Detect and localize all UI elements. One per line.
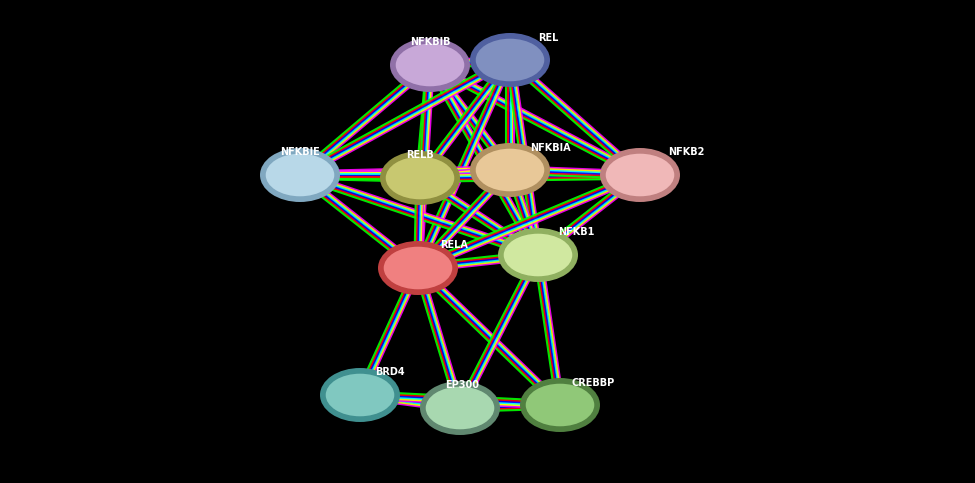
Ellipse shape [395,43,465,87]
Text: RELA: RELA [440,240,468,250]
Text: RELB: RELB [407,150,434,160]
Ellipse shape [425,386,495,430]
Ellipse shape [385,156,455,200]
Ellipse shape [265,153,335,197]
Text: NFKB1: NFKB1 [558,227,595,237]
Ellipse shape [600,148,680,202]
Ellipse shape [503,233,573,277]
Ellipse shape [520,378,600,432]
Text: NFKB2: NFKB2 [668,147,704,157]
Ellipse shape [605,153,675,197]
Ellipse shape [380,151,460,205]
Ellipse shape [498,228,578,282]
Text: REL: REL [538,33,559,43]
Text: EP300: EP300 [445,380,479,390]
Ellipse shape [475,148,545,192]
Ellipse shape [470,143,550,197]
Ellipse shape [260,148,340,202]
Text: NFKBIA: NFKBIA [530,143,570,153]
Text: NFKBIE: NFKBIE [280,147,320,157]
Ellipse shape [475,38,545,82]
Text: NFKBIB: NFKBIB [410,37,450,47]
Ellipse shape [420,381,500,435]
Ellipse shape [390,38,470,92]
Text: BRD4: BRD4 [375,367,405,377]
Ellipse shape [325,373,395,417]
Ellipse shape [320,368,400,422]
Ellipse shape [378,241,458,295]
Text: CREBBP: CREBBP [572,378,615,388]
Ellipse shape [525,383,595,427]
Ellipse shape [383,246,453,290]
Ellipse shape [470,33,550,87]
